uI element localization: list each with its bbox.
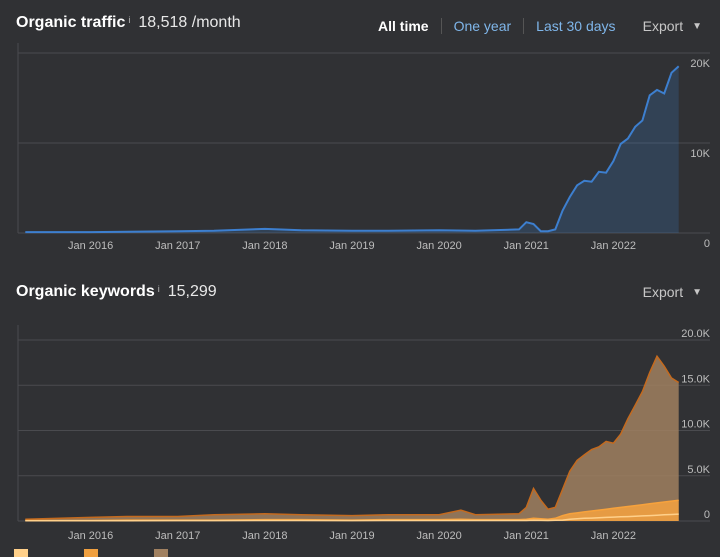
x-tick-label: Jan 2021 <box>504 530 549 542</box>
range-divider <box>440 18 442 34</box>
x-tick-label: Jan 2022 <box>591 240 636 252</box>
y-tick-label: 20.0K <box>681 328 710 340</box>
x-tick-label: Jan 2016 <box>68 240 113 252</box>
x-tick-label: Jan 2022 <box>591 530 636 542</box>
x-tick-label: Jan 2020 <box>416 530 461 542</box>
range-last-30-days[interactable]: Last 30 days <box>536 18 616 34</box>
range-one-year[interactable]: One year <box>453 18 512 34</box>
traffic-area <box>25 66 679 233</box>
organic-keywords-header: Organic keywords i 15,299 <box>16 283 217 301</box>
organic-traffic-value: 18,518 /month <box>138 14 241 31</box>
keywords-total-area <box>25 356 679 521</box>
y-tick-label: 0 <box>704 509 710 521</box>
y-tick-label: 10K <box>690 148 710 160</box>
keywords-mid-area <box>25 500 679 521</box>
x-tick-label: Jan 2020 <box>416 240 461 252</box>
y-tick-label: 15.0K <box>681 373 710 385</box>
x-tick-label: Jan 2017 <box>155 240 200 252</box>
legend-swatch[interactable] <box>154 549 168 557</box>
keywords-low-line <box>25 513 679 522</box>
chevron-down-icon: ▼ <box>692 286 702 298</box>
organic-keywords-panel: Organic keywords i 15,299 Export ▼ 20.0K… <box>0 265 720 557</box>
legend-swatch[interactable] <box>14 549 28 557</box>
info-icon[interactable]: i <box>128 15 131 25</box>
info-icon[interactable]: i <box>157 284 160 294</box>
keywords-legend <box>14 549 224 557</box>
organic-traffic-panel: Organic traffic i 18,518 /month All time… <box>0 0 720 265</box>
keywords-export-button[interactable]: Export ▼ <box>643 284 702 300</box>
y-tick-label: 0 <box>704 238 710 250</box>
organic-traffic-header: Organic traffic i 18,518 /month <box>16 14 241 32</box>
x-tick-label: Jan 2016 <box>68 530 113 542</box>
legend-swatch[interactable] <box>84 549 98 557</box>
date-range-selector: All time One year Last 30 days <box>378 18 616 34</box>
y-tick-label: 20K <box>690 58 710 70</box>
organic-keywords-chart[interactable]: 20.0K 15.0K 10.0K 5.0K 0 Jan 2016 Jan 2017 Jan … <box>0 265 720 557</box>
range-divider <box>523 18 525 34</box>
keywords-mid-line <box>25 499 679 522</box>
x-tick-label: Jan 2018 <box>242 530 287 542</box>
x-tick-label: Jan 2021 <box>504 240 549 252</box>
chevron-down-icon: ▼ <box>692 20 702 32</box>
traffic-export-button[interactable]: Export ▼ <box>643 18 702 34</box>
x-tick-label: Jan 2019 <box>329 530 374 542</box>
organic-traffic-chart[interactable]: 20K 10K 0 Jan 2016 Jan 2017 Jan 2018 Jan 2019 J… <box>0 0 720 265</box>
export-label: Export <box>642 284 684 300</box>
traffic-line <box>25 65 680 234</box>
range-all-time[interactable]: All time <box>378 18 429 34</box>
organic-keywords-value: 15,299 <box>167 283 217 300</box>
organic-traffic-title: Organic traffic <box>16 14 126 31</box>
x-tick-label: Jan 2018 <box>242 240 287 252</box>
x-tick-label: Jan 2017 <box>155 530 200 542</box>
export-label: Export <box>642 18 684 34</box>
x-tick-label: Jan 2019 <box>329 240 374 252</box>
organic-keywords-title: Organic keywords <box>16 283 155 300</box>
keywords-total-line <box>25 354 680 520</box>
y-tick-label: 10.0K <box>681 419 710 431</box>
y-tick-label: 5.0K <box>687 464 710 476</box>
